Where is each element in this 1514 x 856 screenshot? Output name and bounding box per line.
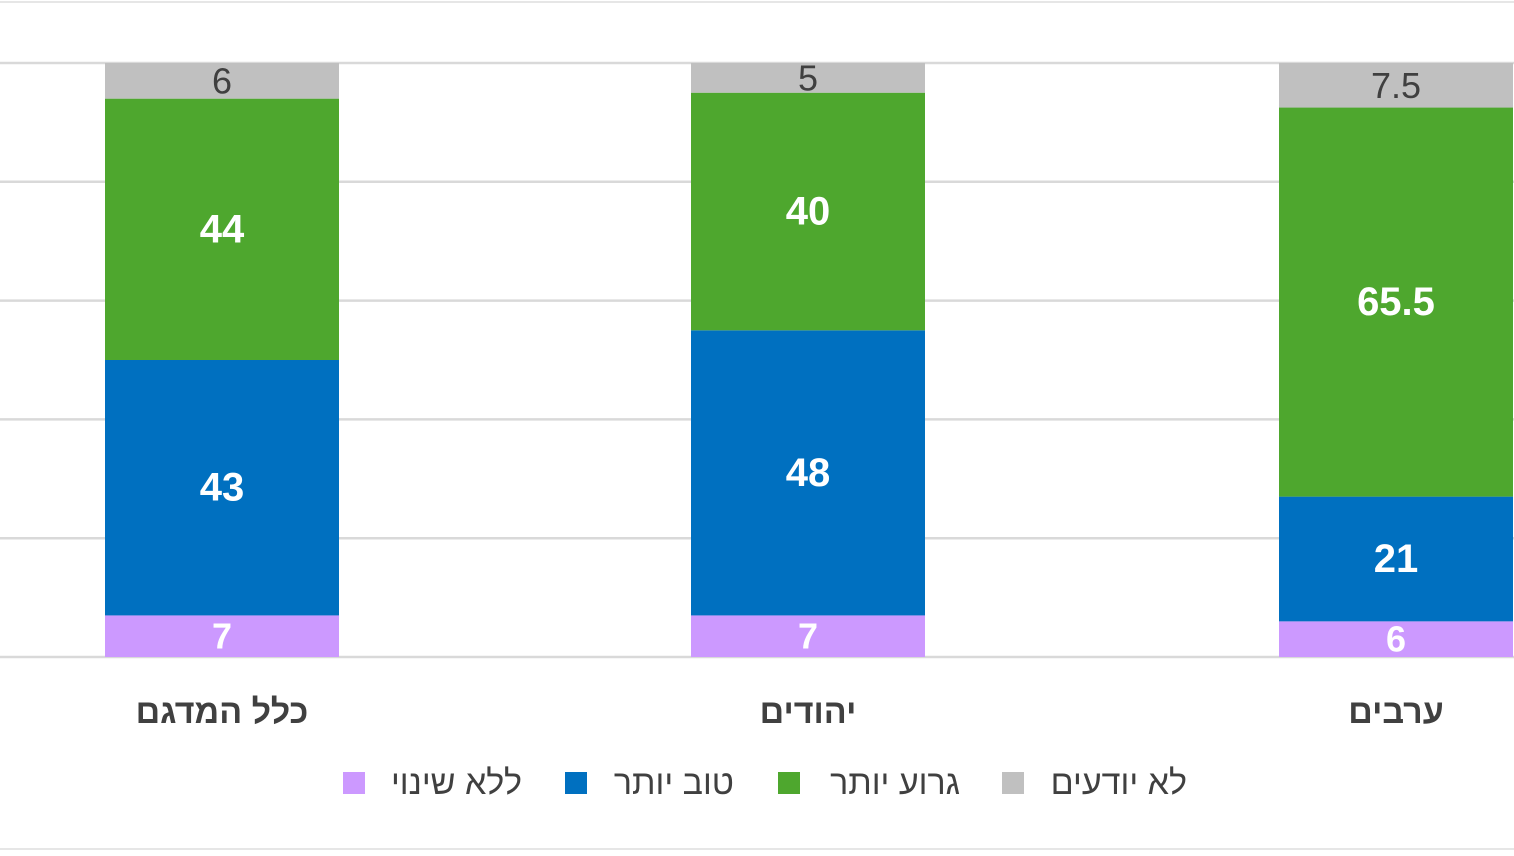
data-label: 40 (786, 190, 831, 234)
category-label: יהודים (760, 693, 857, 731)
bar-segment (1279, 621, 1513, 657)
data-label: 44 (200, 207, 245, 251)
data-label: 6 (1386, 619, 1406, 660)
legend-label: ללא שינוי (391, 764, 522, 802)
legend-label: לא יודעים (1051, 764, 1187, 802)
data-labels: 7 43 44 6 7 48 40 5 6 21 65.5 7.5 (200, 57, 1435, 659)
category-labels: כלל המדגם יהודים ערבים (136, 693, 1444, 731)
bar-segment (105, 63, 339, 99)
legend-item: גרוע יותר (778, 764, 960, 802)
legend-swatch (343, 772, 365, 794)
data-label: 7.5 (1371, 65, 1421, 106)
bar-segment (105, 98, 339, 360)
legend-label: גרוע יותר (830, 764, 960, 802)
bar-segment (1279, 107, 1513, 497)
category-label: ערבים (1348, 693, 1443, 731)
data-label: 5 (798, 57, 818, 98)
data-label: 65.5 (1357, 280, 1435, 324)
data-label: 48 (786, 451, 831, 495)
bar-segment (691, 615, 925, 657)
legend: ללא שינוי טוב יותר גרוע יותר לא יודעים (343, 764, 1187, 802)
legend-swatch (1002, 772, 1024, 794)
legend-item: לא יודעים (1002, 764, 1187, 802)
data-label: 6 (212, 60, 232, 101)
bar-segment (105, 615, 339, 657)
bars (105, 63, 1513, 657)
legend-item: טוב יותר (565, 764, 734, 802)
bar-segment (1279, 496, 1513, 622)
legend-swatch (565, 772, 587, 794)
category-label: כלל המדגם (136, 693, 309, 731)
data-label: 7 (212, 616, 232, 657)
bar-segment (1279, 63, 1513, 108)
legend-label: טוב יותר (614, 764, 734, 802)
bar-segment (691, 92, 925, 331)
bar-segment (691, 63, 925, 93)
legend-swatch (778, 772, 800, 794)
bar-segment (105, 360, 339, 616)
data-label: 21 (1374, 537, 1419, 581)
bar-segment (691, 330, 925, 616)
data-label: 7 (798, 616, 818, 657)
legend-item: ללא שינוי (343, 764, 522, 802)
data-label: 43 (200, 466, 245, 510)
